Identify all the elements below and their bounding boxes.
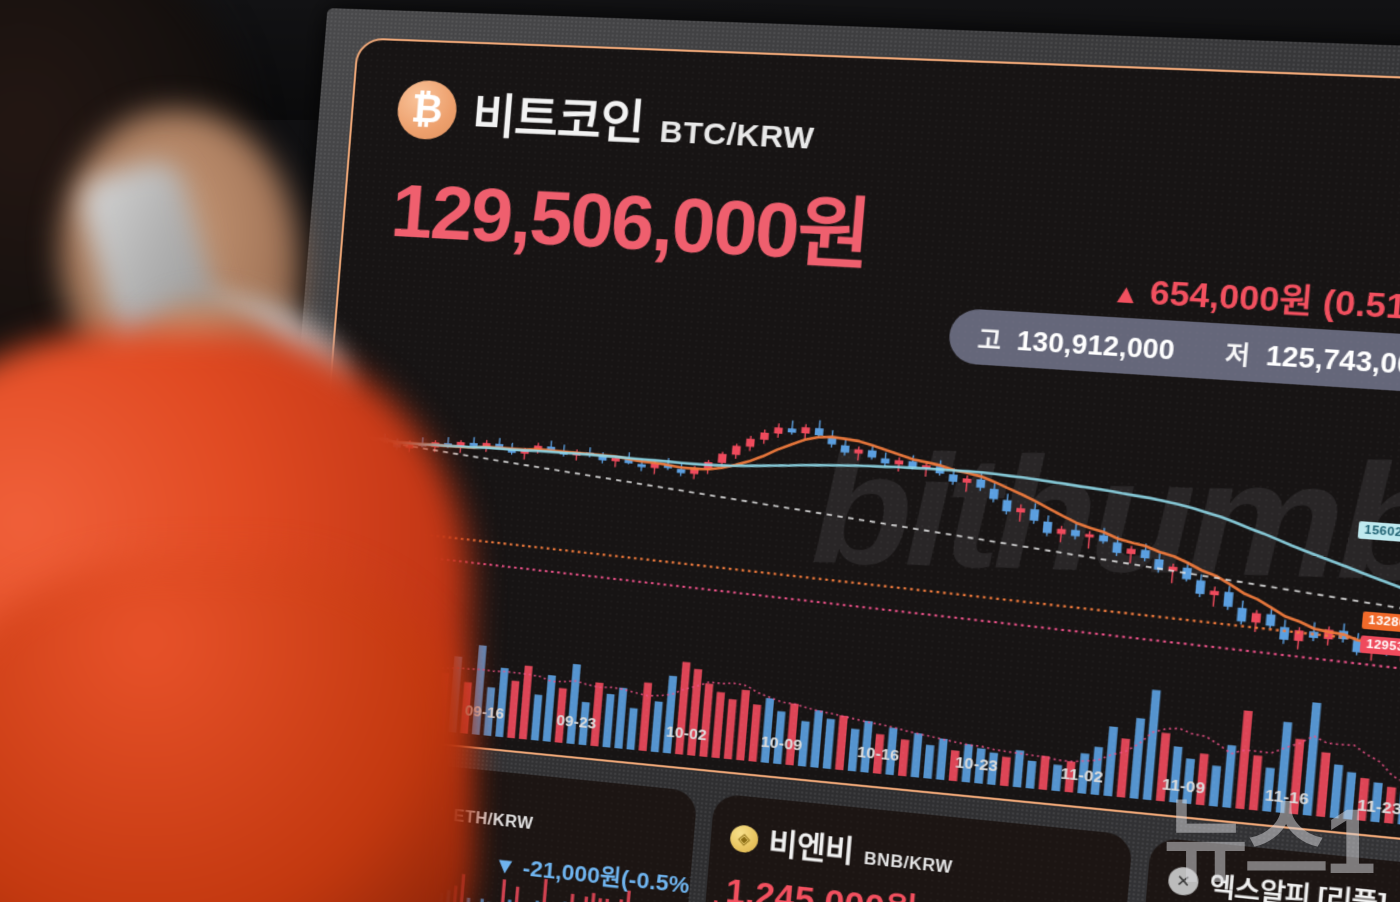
low-value: 125,743,000 (1264, 341, 1400, 382)
eth-pair: ETH/KRW (452, 807, 534, 834)
x-axis-tick: 11-02 (1059, 764, 1104, 787)
display-board: bithumb ₿ 비트코인 BTC/KRW 129,506,000원 ▲ 65… (256, 8, 1400, 902)
bnb-pair: BNB/KRW (863, 850, 954, 878)
coin-pair: BTC/KRW (658, 114, 816, 157)
change-up-arrow: ▲ (1110, 278, 1142, 310)
x-axis-tick: 10-02 (665, 723, 708, 745)
bnb-change: ▲ 15,000원(1.22%) (933, 894, 1133, 902)
coin-name: 비트코인 (470, 88, 646, 150)
btc-main-panel[interactable]: bithumb ₿ 비트코인 BTC/KRW 129,506,000원 ▲ 65… (301, 37, 1400, 845)
x-axis-tick: 09-23 (555, 711, 597, 733)
eth-name: 이더리움 (336, 783, 445, 827)
high-value: 130,912,000 (1015, 326, 1176, 366)
x-axis-tick: 10-16 (856, 743, 900, 766)
eth-icon: ◆ (301, 780, 330, 809)
x-axis-tick: 10-23 (954, 753, 999, 776)
btc-price: 129,506,000원 (388, 168, 873, 279)
bnb-icon: ◈ (729, 823, 760, 854)
bitcoin-icon: ₿ (395, 79, 459, 141)
x-axis-tick: 10-09 (760, 733, 803, 755)
low-label: 저 (1224, 339, 1252, 370)
x-axis-tick: 09-16 (464, 702, 505, 723)
news-agency-watermark: 뉴스1 (1163, 791, 1376, 893)
x-axis-tick: 09-09 (373, 692, 414, 714)
coin-header: ₿ 비트코인 BTC/KRW (395, 75, 818, 161)
eth-down-arrow: ▼ (493, 851, 518, 880)
high-label: 고 (976, 325, 1003, 355)
bnb-name: 비엔비 (767, 827, 855, 871)
